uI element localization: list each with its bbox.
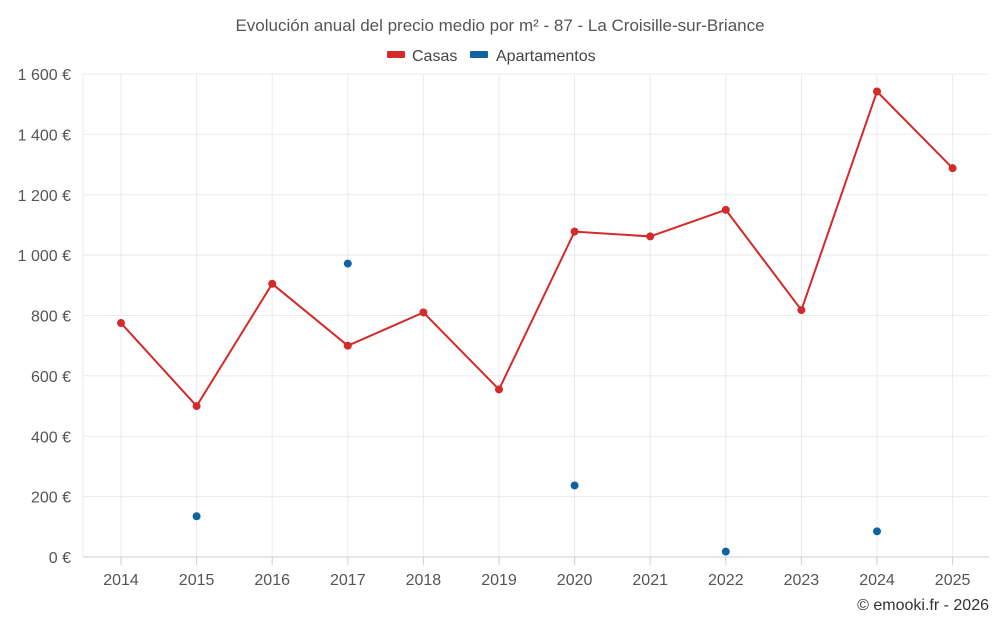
data-point-casas[interactable] xyxy=(192,402,201,411)
data-point-casas[interactable] xyxy=(797,306,806,315)
x-tick-label: 2017 xyxy=(330,572,366,589)
y-tick-label: 1 000 € xyxy=(18,248,71,265)
y-tick-label: 600 € xyxy=(31,369,71,386)
series-casas xyxy=(117,87,957,411)
x-tick-label: 2016 xyxy=(254,572,290,589)
data-point-casas[interactable] xyxy=(646,232,655,241)
x-tick-label: 2020 xyxy=(557,572,593,589)
legend-label-casas: Casas xyxy=(412,48,457,65)
x-tick-label: 2024 xyxy=(859,572,895,589)
data-point-apartamentos[interactable] xyxy=(343,259,352,268)
y-tick-label: 400 € xyxy=(31,429,71,446)
data-point-casas[interactable] xyxy=(268,279,277,288)
grid xyxy=(83,73,989,557)
series xyxy=(117,87,957,556)
x-tick-label: 2025 xyxy=(935,572,971,589)
axes xyxy=(82,74,989,558)
data-point-casas[interactable] xyxy=(570,227,579,236)
x-axis-ticks: 2014 2015 2016 2017 2018 2019 2020 2021 2022 2023… xyxy=(103,557,970,589)
data-point-casas[interactable] xyxy=(948,164,957,173)
x-tick-label: 2018 xyxy=(406,572,442,589)
data-point-casas[interactable] xyxy=(343,341,352,350)
y-tick-label: 1 400 € xyxy=(18,127,71,144)
y-tick-label: 0 € xyxy=(49,550,71,567)
x-tick-label: 2021 xyxy=(632,572,668,589)
data-point-casas[interactable] xyxy=(495,385,503,394)
x-tick-label: 2015 xyxy=(179,572,215,589)
data-point-apartamentos[interactable] xyxy=(570,481,579,490)
legend[interactable]: Casas Apartamentos xyxy=(387,48,596,65)
legend-swatch-casas xyxy=(387,51,405,58)
data-point-casas[interactable] xyxy=(721,205,730,214)
data-point-casas[interactable] xyxy=(419,308,428,317)
data-point-apartamentos[interactable] xyxy=(721,547,730,556)
y-tick-label: 200 € xyxy=(31,490,71,507)
x-tick-label: 2019 xyxy=(481,572,517,589)
y-tick-label: 1 600 € xyxy=(18,67,71,84)
data-point-apartamentos[interactable] xyxy=(192,512,201,521)
credit-text: © emooki.fr - 2026 xyxy=(857,597,989,614)
x-tick-label: 2023 xyxy=(784,572,820,589)
data-point-apartamentos[interactable] xyxy=(873,527,881,536)
data-point-casas[interactable] xyxy=(117,319,125,328)
y-tick-label: 1 200 € xyxy=(18,188,71,205)
data-point-casas[interactable] xyxy=(873,87,881,96)
legend-swatch-apartamentos xyxy=(470,51,488,58)
series-apartamentos xyxy=(192,259,881,556)
x-tick-label: 2014 xyxy=(103,572,139,589)
y-tick-label: 800 € xyxy=(31,309,71,326)
series-line-casas xyxy=(120,90,954,408)
legend-item-apartamentos[interactable]: Apartamentos xyxy=(470,48,596,65)
legend-item-casas[interactable]: Casas xyxy=(387,48,457,65)
chart-title: Evolución anual del precio medio por m² … xyxy=(235,16,764,35)
y-axis-ticks: 0 € 200 € 400 € 600 € 800 € 1 000 € 1 200 € 1 4… xyxy=(18,67,71,567)
legend-label-apartamentos: Apartamentos xyxy=(496,48,596,65)
x-tick-label: 2022 xyxy=(708,572,744,589)
